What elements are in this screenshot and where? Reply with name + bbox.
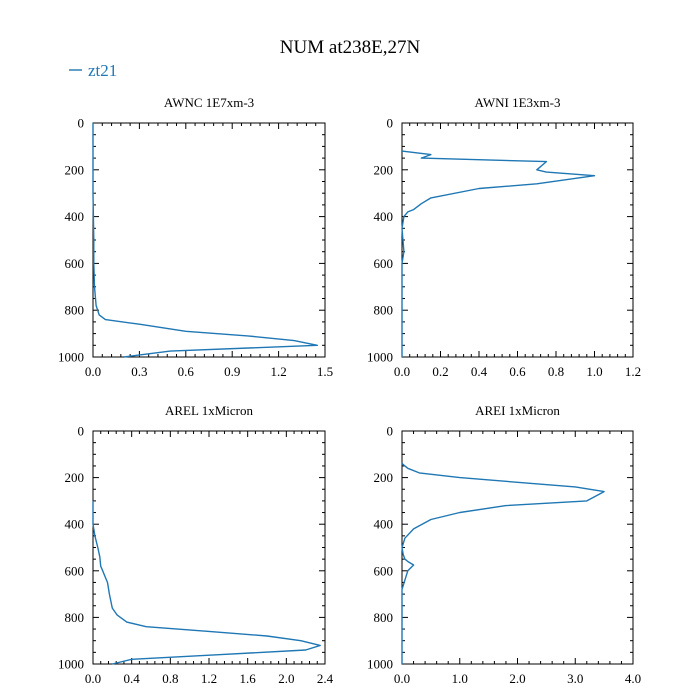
x-tick-label: 0.6 (509, 364, 526, 379)
legend-label: zt21 (88, 61, 117, 80)
x-tick-label: 0.0 (394, 364, 410, 379)
series-line-zt21 (92, 500, 321, 665)
y-tick-label: 600 (374, 256, 394, 271)
y-tick-label: 600 (374, 563, 394, 578)
x-tick-label: 1.2 (201, 671, 217, 686)
x-tick-label: 2.0 (509, 671, 525, 686)
panel-title: AWNI 1E3xm-3 (475, 95, 561, 110)
y-tick-label: 600 (65, 563, 85, 578)
x-tick-label: 0.9 (224, 364, 240, 379)
x-tick-label: 1.5 (317, 364, 333, 379)
plot-frame (92, 430, 326, 665)
x-tick-label: 3.0 (567, 671, 583, 686)
x-tick-label: 0.4 (471, 364, 488, 379)
y-tick-label: 800 (65, 610, 85, 625)
x-tick-label: 0.3 (131, 364, 147, 379)
y-tick-label: 200 (65, 470, 85, 485)
x-tick-label: 2.0 (278, 671, 294, 686)
y-tick-label: 600 (65, 256, 85, 271)
panel-title: AREL 1xMicron (165, 403, 253, 418)
y-tick-label: 0 (78, 424, 85, 439)
panel-title: AREI 1xMicron (475, 403, 560, 418)
y-tick-label: 0 (78, 116, 85, 131)
y-tick-label: 0 (387, 116, 394, 131)
x-tick-label: 1.0 (452, 671, 468, 686)
y-tick-label: 0 (387, 424, 394, 439)
series-line-zt21 (401, 463, 605, 664)
x-tick-label: 4.0 (625, 671, 641, 686)
x-tick-label: 0.0 (85, 671, 101, 686)
x-tick-label: 0.4 (124, 671, 141, 686)
y-tick-label: 800 (374, 303, 394, 318)
y-tick-label: 1000 (58, 657, 84, 672)
x-tick-label: 0.8 (162, 671, 178, 686)
x-tick-label: 1.2 (625, 364, 641, 379)
plot-frame (401, 430, 634, 665)
y-tick-label: 200 (374, 162, 394, 177)
x-tick-label: 0.0 (394, 671, 410, 686)
figure-title: NUM at238E,27N (280, 37, 421, 58)
y-tick-label: 800 (374, 610, 394, 625)
x-tick-label: 1.2 (270, 364, 286, 379)
series-line-zt21 (401, 150, 596, 357)
x-tick-label: 0.0 (85, 364, 101, 379)
panel-title: AWNC 1E7xm-3 (164, 95, 254, 110)
y-tick-label: 200 (65, 162, 85, 177)
x-tick-label: 0.8 (548, 364, 564, 379)
x-tick-label: 1.0 (586, 364, 602, 379)
series-line-zt21 (92, 123, 318, 358)
x-tick-label: 0.2 (432, 364, 448, 379)
plot-frame (92, 122, 326, 358)
y-tick-label: 1000 (58, 350, 84, 365)
y-tick-label: 400 (65, 517, 85, 532)
y-tick-label: 400 (374, 517, 394, 532)
x-tick-label: 0.6 (178, 364, 195, 379)
y-tick-label: 400 (65, 209, 85, 224)
x-tick-label: 2.4 (317, 671, 334, 686)
y-tick-label: 1000 (367, 350, 393, 365)
y-tick-label: 200 (374, 470, 394, 485)
x-tick-label: 1.6 (240, 671, 257, 686)
y-tick-label: 800 (65, 303, 85, 318)
y-tick-label: 1000 (367, 657, 393, 672)
y-tick-label: 400 (374, 209, 394, 224)
